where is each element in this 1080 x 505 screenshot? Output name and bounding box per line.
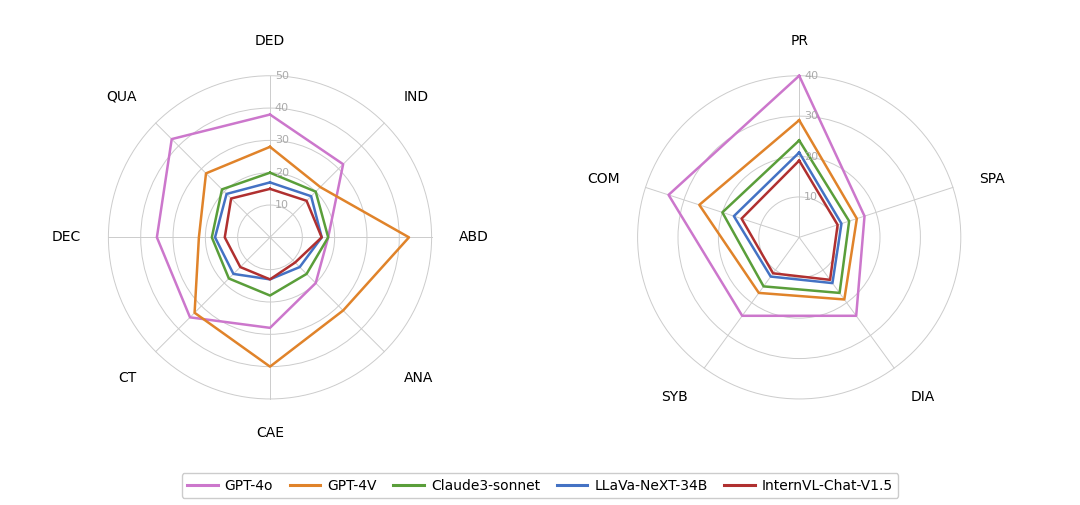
Text: SPA: SPA (978, 172, 1004, 186)
Text: QUA: QUA (106, 90, 136, 104)
Text: CT: CT (118, 371, 136, 385)
Text: 20: 20 (804, 152, 819, 162)
Text: 20: 20 (274, 168, 289, 178)
Text: SYB: SYB (661, 390, 688, 405)
Text: 50: 50 (274, 71, 288, 81)
Text: 30: 30 (804, 111, 818, 121)
Text: CAE: CAE (256, 426, 284, 440)
Text: 10: 10 (274, 200, 288, 210)
Text: DIA: DIA (910, 390, 934, 405)
Text: 10: 10 (804, 192, 818, 202)
Text: 40: 40 (274, 103, 289, 113)
Text: COM: COM (586, 172, 620, 186)
Text: ANA: ANA (404, 371, 433, 385)
Text: DED: DED (255, 34, 285, 48)
Text: ABD: ABD (459, 230, 489, 244)
Legend: GPT-4o, GPT-4V, Claude3-sonnet, LLaVa-NeXT-34B, InternVL-Chat-V1.5: GPT-4o, GPT-4V, Claude3-sonnet, LLaVa-Ne… (181, 473, 899, 498)
Text: DEC: DEC (52, 230, 81, 244)
Text: IND: IND (404, 90, 429, 104)
Text: 30: 30 (274, 135, 288, 145)
Text: 40: 40 (804, 71, 819, 81)
Text: PR: PR (791, 34, 808, 48)
